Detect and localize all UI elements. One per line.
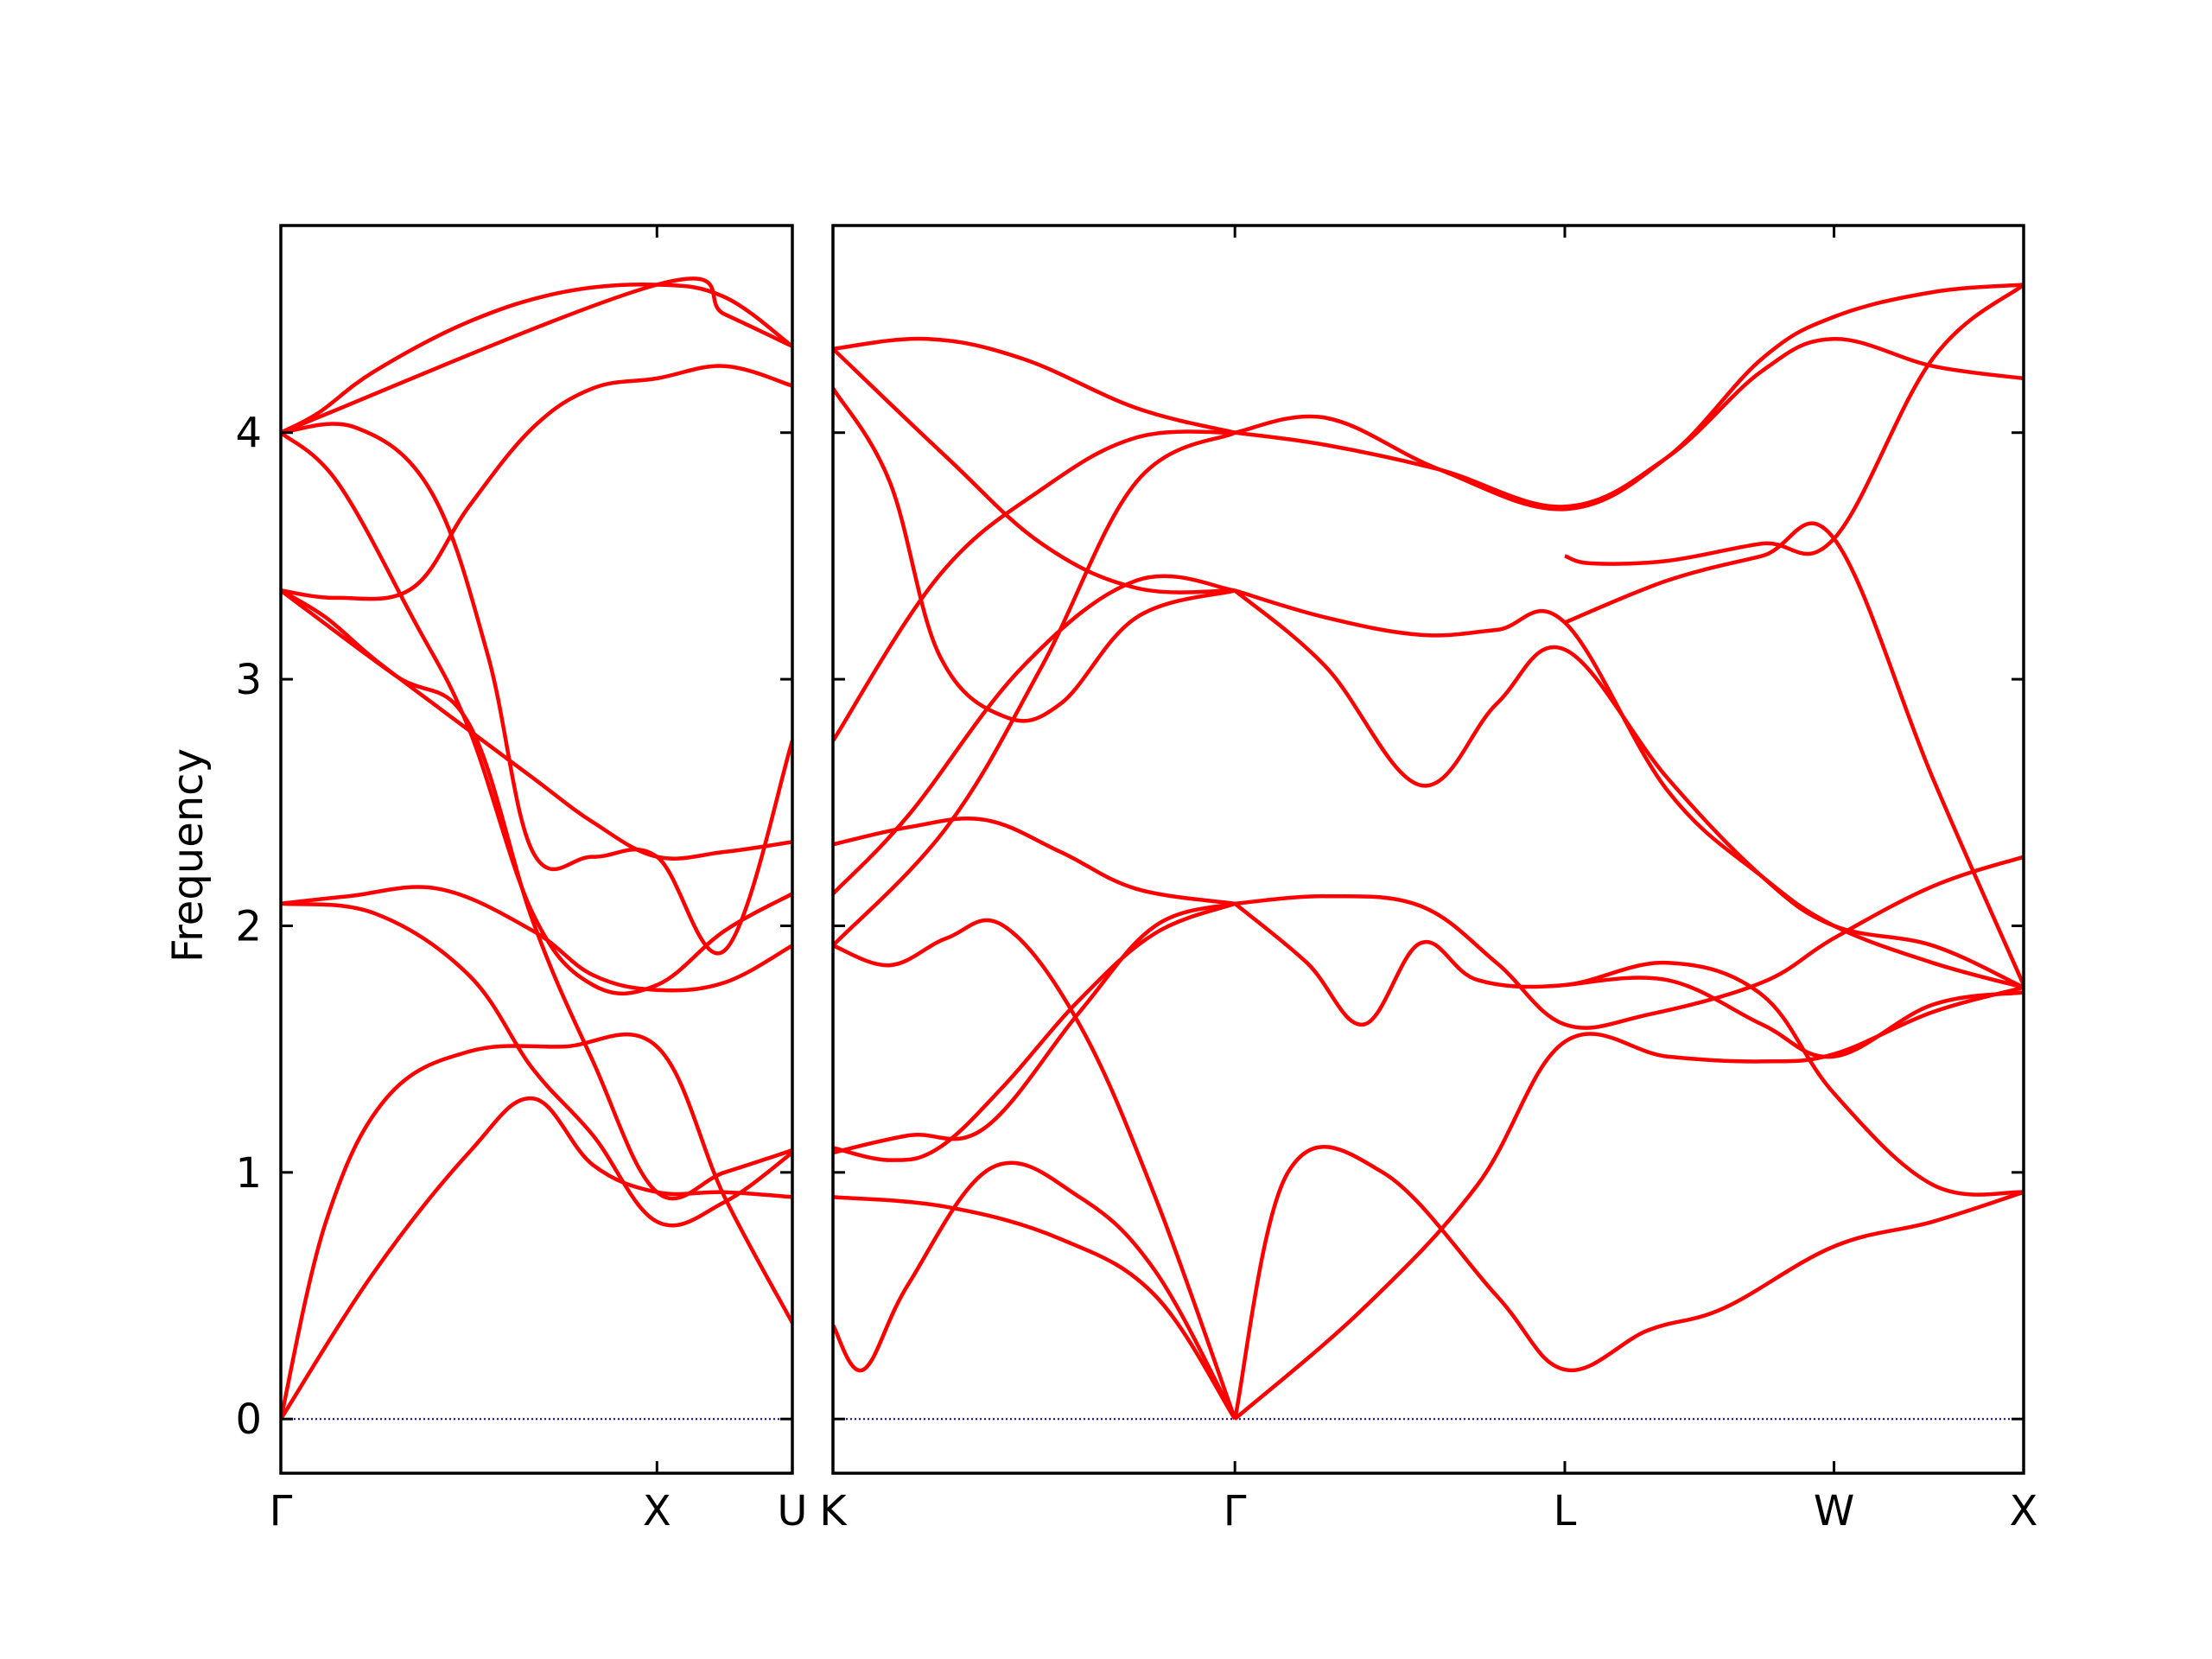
band-line	[281, 276, 792, 435]
y-tick-label: 3	[235, 656, 262, 704]
band-line	[281, 283, 792, 435]
band-line	[1235, 855, 2024, 1030]
kpoint-label: W	[1814, 1487, 1854, 1535]
band-line	[833, 901, 1236, 1162]
band-line	[833, 347, 1236, 594]
band-line	[281, 901, 792, 1228]
band-line	[833, 1195, 1237, 1421]
y-tick-label: 1	[235, 1149, 262, 1198]
band-line	[281, 430, 792, 996]
band-line	[833, 901, 1236, 1155]
panel-1: Γ X U 0 1 2 3 4	[235, 224, 808, 1535]
band-line	[1234, 337, 2024, 509]
band-line	[1234, 283, 2024, 512]
y-tick-label: 0	[235, 1395, 262, 1444]
band-line	[281, 1096, 792, 1421]
kpoint-label: X	[2010, 1487, 2038, 1535]
band-line	[1234, 588, 2024, 989]
band-line	[1564, 976, 2024, 1059]
y-tick-label: 2	[235, 902, 262, 950]
band-line	[1233, 588, 2024, 989]
kpoint-label: Γ	[270, 1487, 293, 1535]
band-line	[833, 918, 1237, 1420]
band-line	[281, 885, 792, 993]
kpoint-label: Γ	[1224, 1487, 1247, 1535]
kpoint-label: L	[1554, 1487, 1577, 1535]
band-line	[281, 422, 792, 956]
kpoint-label: U	[777, 1487, 807, 1535]
y-axis-label: Frequency	[164, 748, 213, 963]
panel-frame	[831, 224, 2025, 1475]
band-line	[281, 1032, 792, 1420]
band-line	[1233, 902, 2024, 1197]
band-line	[1564, 283, 2024, 566]
band-line	[833, 574, 1236, 895]
band-line	[833, 430, 1236, 947]
band-line	[833, 429, 1236, 742]
panel-frame	[279, 224, 794, 1475]
kpoint-label: K	[819, 1487, 848, 1535]
band-line	[833, 816, 1236, 906]
band-line	[281, 588, 792, 861]
band-line	[281, 364, 792, 601]
band-line	[1564, 521, 2024, 986]
y-tick-label: 4	[235, 410, 262, 458]
band-line	[833, 1160, 1237, 1421]
kpoint-label: X	[643, 1487, 671, 1535]
band-line	[1232, 1145, 2024, 1420]
band-line	[833, 387, 1236, 723]
band-line	[833, 336, 1236, 435]
band-line	[1233, 985, 2024, 1421]
